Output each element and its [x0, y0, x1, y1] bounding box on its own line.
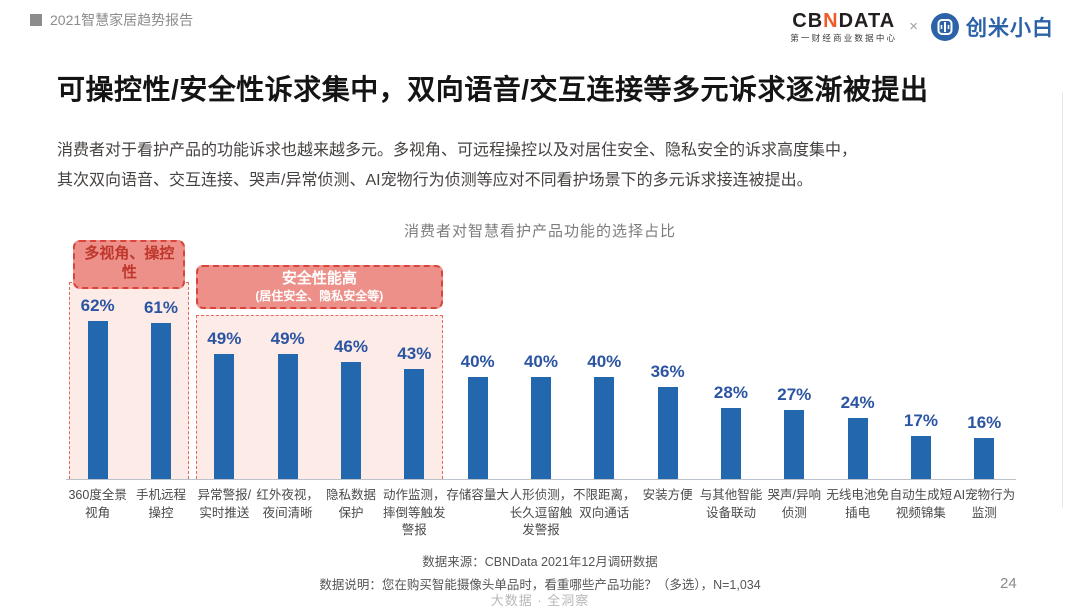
- category-label: 存储容量大: [446, 488, 509, 502]
- bar-value-label: 49%: [207, 329, 242, 349]
- partner-logo-name: 创米小白: [966, 16, 1054, 40]
- category-label: 人形侦测， 长久逗留触 发警报: [509, 488, 573, 537]
- bar-value-label: 24%: [840, 392, 875, 412]
- description-line-2: 其次双向语音、交互连接、哭声/异常侦测、AI宠物行为侦测等应对不同看护场景下的多…: [57, 171, 813, 189]
- category-label: 异常警报/ 实时推送: [197, 488, 252, 520]
- bar-column: 49%: [256, 238, 319, 479]
- bar-value-label: 46%: [333, 336, 368, 356]
- annotation-highlight-box: [195, 315, 443, 479]
- category-label: 与其他智能 设备联动: [699, 488, 763, 520]
- category-label: 红外夜视， 夜间清晰: [256, 488, 319, 520]
- square-bullet-icon: [30, 14, 42, 26]
- bar-value-label: 49%: [270, 329, 305, 349]
- bar-value-label: 40%: [460, 352, 495, 371]
- bar-column: 40%: [509, 238, 572, 479]
- bar-column: 43%: [383, 238, 446, 479]
- bar-column: 36%: [636, 238, 699, 479]
- bar-value-label: 40%: [587, 352, 622, 371]
- category-label: 隐私数据 保护: [325, 488, 376, 520]
- annotation-label: 安全性能高 (居住安全、隐私安全等): [195, 265, 443, 310]
- bar: [277, 354, 298, 479]
- bar-value-label: 61%: [143, 298, 178, 318]
- category-label: AI宠物行为 监测: [953, 488, 1016, 520]
- cbndata-logo: CBNDATA 第一财经商业数据中心: [790, 10, 897, 43]
- category-label: 手机远程 操控: [135, 488, 186, 520]
- bar-value-label: 27%: [777, 385, 812, 405]
- bars-row: 62% 61% 49% 49% 46% 43% 40% 40% 40% 36% 28% 27% 24% 1…: [66, 238, 1016, 479]
- category-label: 哭声/异响 侦测: [767, 488, 822, 520]
- description-line-1: 消费者对于看护产品的功能诉求也越来越多元。多视角、可远程操控以及对居住安全、隐私…: [57, 142, 858, 159]
- bar-column: 49%: [193, 238, 256, 479]
- bar-value-label: 17%: [903, 410, 938, 430]
- chart-title: 消费者对智慧看护产品功能的选择占比: [403, 223, 676, 240]
- multiply-separator-icon: ×: [909, 18, 918, 36]
- bar-column: 40%: [573, 238, 636, 479]
- bar-value-label: 43%: [397, 344, 432, 364]
- category-label: 安装方便: [642, 488, 693, 502]
- description-paragraph: 消费者对于看护产品的功能诉求也越来越多元。多视角、可远程操控以及对居住安全、隐私…: [57, 136, 1057, 195]
- top-bar: 2021智慧家居趋势报告 CBNDATA 第一财经商业数据中心 × 创米小白: [30, 10, 1054, 43]
- category-label: 360度全景 视角: [68, 488, 127, 520]
- category-label: 不限距离， 双向通话: [573, 488, 636, 520]
- page-title: 可操控性/安全性诉求集中，双向语音/交互连接等多元诉求逐渐被提出: [57, 74, 929, 105]
- bar: [467, 377, 488, 479]
- bar-column: 16%: [953, 238, 1016, 479]
- cbndata-subtitle: 第一财经商业数据中心: [790, 33, 898, 43]
- bar-column: 17%: [889, 238, 952, 479]
- category-label: 无线电池免 插电: [826, 488, 889, 520]
- bar-value-label: 16%: [967, 413, 1002, 433]
- bar-value-label: 28%: [713, 382, 748, 402]
- right-divider-line: [1062, 92, 1063, 508]
- bar-column: 40%: [446, 238, 509, 479]
- bar-column: 24%: [826, 238, 889, 479]
- bar: [910, 435, 931, 479]
- bar-column: 61%: [129, 238, 192, 479]
- bar-column: 27%: [763, 238, 826, 479]
- bar: [784, 410, 805, 479]
- annotation-label: 多视角、操控性: [69, 240, 189, 289]
- data-description-note: 数据说明：您在购买智能摄像头单品时，看重哪些产品功能？（多选），N=1,034: [319, 578, 761, 592]
- watermark-text: 大数据 · 全洞察: [490, 593, 590, 608]
- report-title: 2021智慧家居趋势报告: [50, 12, 194, 28]
- bar-column: 46%: [319, 238, 382, 479]
- bar: [847, 417, 868, 479]
- data-source-note: 数据来源：CBNData 2021年12月调研数据: [422, 555, 658, 569]
- bar: [150, 323, 171, 479]
- logo-group: CBNDATA 第一财经商业数据中心 × 创米小白: [790, 10, 1054, 43]
- page-number: 24: [1000, 575, 1017, 592]
- partner-logo: 创米小白: [930, 12, 1054, 42]
- category-axis-labels: 360度全景 视角 手机远程 操控 异常警报/ 实时推送 红外夜视， 夜间清晰 隐私数据…: [66, 487, 1016, 540]
- bar: [87, 320, 108, 479]
- bar: [214, 354, 235, 479]
- bar-value-label: 62%: [80, 295, 115, 315]
- category-label: 自动生成短 视频锦集: [889, 488, 953, 520]
- bar-column: 62%: [66, 238, 129, 479]
- bar-value-label: 40%: [523, 352, 558, 371]
- category-label: 动作监测， 摔倒等触发 警报: [383, 488, 446, 537]
- cbndata-wordmark: CBNDATA: [792, 10, 896, 32]
- bar: [530, 377, 551, 479]
- bar-chart-plot-area: 62% 61% 49% 49% 46% 43% 40% 40% 40% 36% 28% 27% 24% 1…: [66, 238, 1016, 480]
- bar: [404, 369, 425, 479]
- report-header: 2021智慧家居趋势报告: [30, 10, 193, 30]
- bar-value-label: 36%: [650, 362, 685, 382]
- bar: [720, 407, 741, 479]
- bar: [657, 387, 678, 479]
- chuangmi-seal-icon: [931, 12, 959, 41]
- bar: [340, 361, 361, 479]
- bar: [594, 377, 615, 479]
- bar: [974, 438, 995, 479]
- bar-column: 28%: [699, 238, 762, 479]
